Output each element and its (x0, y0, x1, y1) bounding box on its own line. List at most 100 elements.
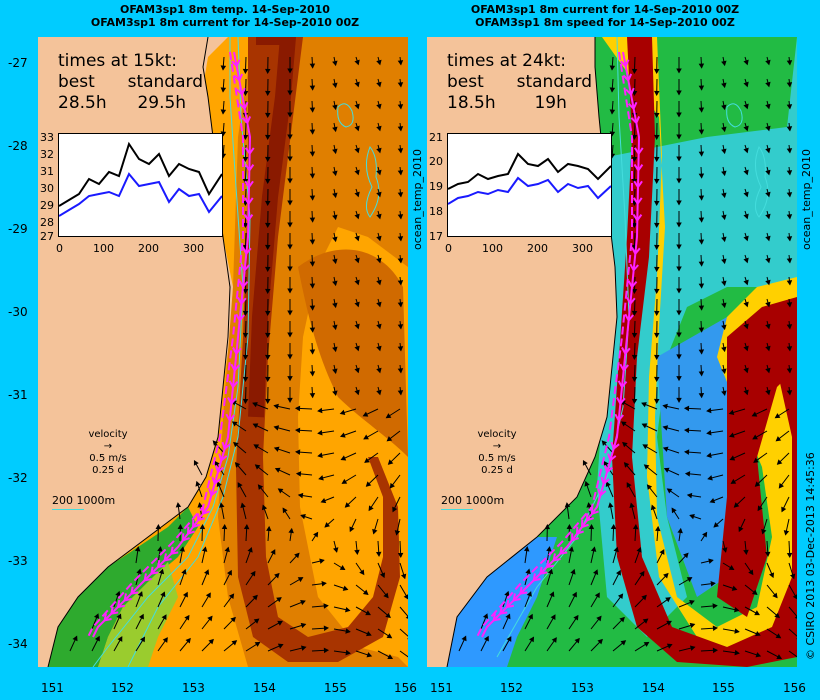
velocity-arrow-head (376, 389, 382, 396)
right-title-line2: OFAM3sp1 8m speed for 14-Sep-2010 00Z (475, 16, 735, 29)
inset-y-tick: 20 (429, 155, 443, 168)
velocity-arrow-head (654, 244, 660, 251)
velocity-arrow-head (765, 147, 771, 154)
velocity-arrow-head (566, 523, 573, 530)
seamount-contour (755, 146, 769, 218)
velocity-arrow-head (309, 63, 316, 69)
velocity-arrow-head (671, 507, 677, 514)
speed-map-svg (427, 37, 797, 667)
velocity-arrow-head (266, 525, 272, 532)
velocity-arrow-head (676, 90, 682, 96)
route-chevron (519, 586, 528, 595)
velocity-legend-title: velocity (477, 429, 517, 440)
speed-yellow-band (602, 37, 797, 657)
velocity-arrow-head (242, 68, 249, 75)
velocity-arrow-head (698, 195, 705, 201)
velocity-arrow-head (629, 502, 635, 509)
velocity-arrow-head (208, 638, 214, 645)
velocity-arrow-head (385, 413, 392, 419)
velocity-arrow-head (721, 280, 727, 287)
route-chevron (211, 476, 221, 486)
times-values: 18.5h 19h (447, 93, 592, 114)
velocity-arrow-head (287, 200, 293, 206)
velocity-arrow-head (765, 367, 771, 374)
velocity-arrow-head (676, 156, 682, 162)
velocity-arrow-head (776, 459, 783, 465)
velocity-arrow-head (734, 628, 740, 634)
velocity-arrow-head (242, 134, 249, 141)
route-chevron (150, 566, 159, 575)
standard-series-line (448, 176, 611, 205)
velocity-arrow-head (639, 570, 645, 577)
velocity-arrow-head (683, 427, 690, 434)
temperature-map-svg (38, 37, 408, 667)
velocity-legend: velocity → 0.5 m/s 0.25 d (78, 429, 138, 477)
velocity-arrow-head (765, 235, 771, 242)
velocity-arrow-head (94, 635, 100, 642)
velocity-arrow-head (332, 324, 338, 331)
velocity-arrow-head (197, 502, 203, 508)
velocity-arrow-head (138, 613, 144, 620)
y-tick: -27 (8, 56, 28, 70)
route-chevron (163, 553, 172, 562)
velocity-arrow-head (728, 565, 735, 571)
velocity-arrow-head (270, 549, 276, 555)
velocity-arrow-head (397, 104, 404, 110)
route-chevron (181, 533, 190, 542)
velocity-arrow (788, 606, 797, 618)
route-chevron (235, 313, 245, 323)
velocity-arrow-head (265, 310, 271, 317)
velocity-arrow-head (345, 628, 351, 634)
velocity-arrow-head (252, 423, 259, 429)
velocity-arrow-head (689, 599, 695, 606)
y-tick: -32 (8, 471, 28, 485)
velocity-arrow-head (309, 371, 316, 377)
velocity-arrow-head (397, 236, 404, 242)
velocity-legend: velocity → 0.5 m/s 0.25 d (467, 429, 527, 477)
velocity-arrow-head (786, 552, 793, 559)
velocity-arrow-head (265, 244, 271, 251)
velocity-arrow-head (786, 324, 793, 330)
velocity-arrow-head (631, 398, 638, 405)
velocity-arrow-head (387, 459, 394, 465)
velocity-arrow-head (287, 178, 293, 184)
left-title: OFAM3sp1 8m temp. 14-Sep-2010 OFAM3sp1 8… (60, 3, 390, 29)
standard-label: standard (516, 72, 592, 92)
inset-y-tick: 33 (40, 131, 54, 144)
velocity-arrow-head (365, 481, 372, 487)
velocity-arrow-head (332, 170, 338, 177)
velocity-arrow-head (265, 156, 271, 163)
velocity-arrow-head (698, 261, 705, 267)
route-chevron (156, 559, 166, 569)
velocity-arrow-head (349, 526, 355, 533)
velocity-arrow-head (375, 551, 382, 557)
velocity-arrow-head (698, 327, 705, 333)
velocity-arrow-head (376, 125, 382, 132)
contour-legend-label: 200 1000m (441, 494, 505, 507)
velocity-arrow-head (706, 430, 712, 436)
velocity-arrow-head (631, 134, 638, 141)
velocity-arrow-head (721, 82, 727, 89)
velocity-arrow-head (376, 213, 382, 220)
inset-y-tick: 27 (40, 230, 54, 243)
speed-map-panel[interactable]: times at 24kt: best standard 18.5h 19h 2… (427, 37, 797, 667)
contour-legend: 200 1000m (52, 494, 115, 510)
best-series-line (448, 152, 611, 190)
temperature-map-panel[interactable]: times at 15kt: best standard 28.5h 29.5h… (38, 37, 408, 667)
x-tick: 153 (571, 681, 594, 695)
velocity-arrow-head (242, 354, 249, 361)
velocity-arrow-head (295, 449, 301, 455)
route-chevron (590, 506, 599, 516)
velocity-arrow-head (676, 288, 682, 294)
velocity-arrow-head (354, 59, 360, 66)
velocity-arrow-head (397, 258, 404, 264)
velocity-arrow-head (345, 606, 351, 613)
velocity-arrow-head (300, 645, 307, 651)
velocity-arrow-head (743, 345, 749, 352)
route-chevron (241, 116, 252, 125)
velocity-arrow-head (177, 523, 184, 530)
velocity-arrow-head (764, 551, 771, 557)
velocity-arrow-head (676, 397, 682, 403)
velocity-arrow-head (666, 620, 672, 626)
velocity-arrow-head (332, 346, 338, 353)
